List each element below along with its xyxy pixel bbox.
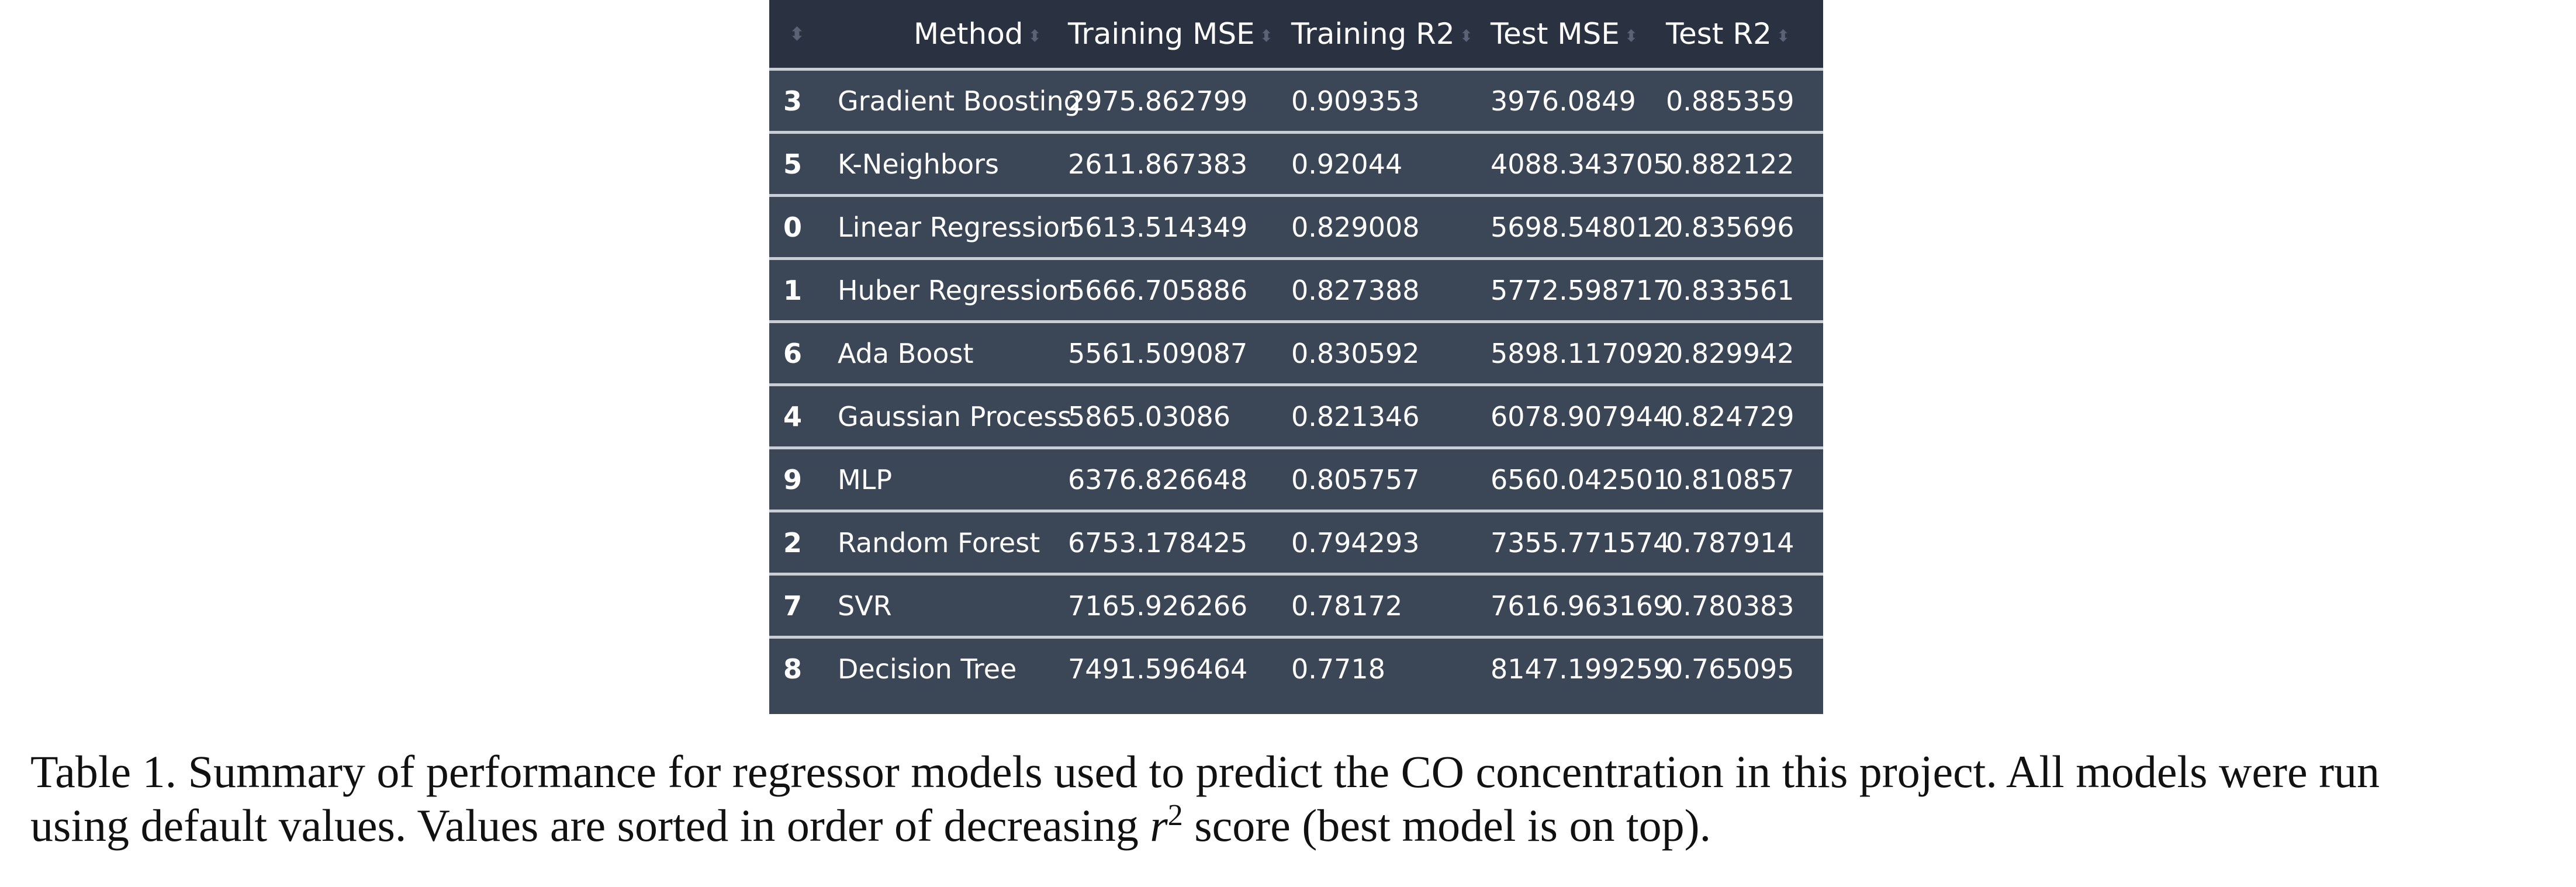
column-header-training-r2[interactable]: Training R2 ⬍ xyxy=(1291,17,1474,51)
table-row[interactable]: 0 Linear Regression 5613.514349 0.829008 569… xyxy=(769,197,1823,257)
cell-test-r2: 0.835696 xyxy=(1666,211,1794,243)
column-header-method[interactable]: Method ⬍ xyxy=(914,17,1042,51)
cell-train-r2: 0.821346 xyxy=(1291,400,1420,432)
table-row[interactable]: 1 Huber Regression 5666.705886 0.827388 5772… xyxy=(769,260,1823,320)
sort-icon: ⬍ xyxy=(1459,26,1474,46)
cell-train-mse: 5613.514349 xyxy=(1068,211,1248,243)
sort-icon: ⬍ xyxy=(1028,26,1042,46)
cell-train-mse: 6753.178425 xyxy=(1068,526,1248,559)
cell-idx: 5 xyxy=(783,148,803,180)
cell-train-mse: 7491.596464 xyxy=(1068,653,1248,685)
cell-test-r2: 0.833561 xyxy=(1666,274,1794,306)
cell-train-mse: 6376.826648 xyxy=(1068,463,1248,496)
cell-test-r2: 0.882122 xyxy=(1666,148,1794,180)
cell-method: Ada Boost xyxy=(838,337,974,369)
table-row[interactable]: 2 Random Forest 6753.178425 0.794293 7355.77… xyxy=(769,512,1823,573)
cell-test-r2: 0.885359 xyxy=(1666,85,1794,117)
cell-test-mse: 6560.042501 xyxy=(1491,463,1671,496)
cell-test-mse: 7616.963169 xyxy=(1491,590,1671,622)
cell-idx: 6 xyxy=(783,337,803,369)
row-divider xyxy=(769,446,1823,449)
cell-idx: 4 xyxy=(783,400,803,432)
cell-test-mse: 6078.907944 xyxy=(1491,400,1671,432)
cell-idx: 3 xyxy=(783,85,803,117)
column-header-test-mse[interactable]: Test MSE ⬍ xyxy=(1491,17,1638,51)
cell-test-mse: 5698.548012 xyxy=(1491,211,1671,243)
cell-test-mse: 7355.771574 xyxy=(1491,526,1671,559)
column-header-test-r2[interactable]: Test R2 ⬍ xyxy=(1666,17,1790,51)
cell-method: MLP xyxy=(838,463,893,496)
results-table: ⬍ Method ⬍ Training MSE ⬍ Training R2 ⬍ Tes… xyxy=(769,0,1823,714)
row-divider xyxy=(769,68,1823,71)
cell-train-mse: 5666.705886 xyxy=(1068,274,1248,306)
table-row[interactable]: 7 SVR 7165.926266 0.78172 7616.963169 0.78038… xyxy=(769,576,1823,636)
caption-line-2: using default values. Values are sorted … xyxy=(30,799,1711,851)
cell-train-r2: 0.7718 xyxy=(1291,653,1385,685)
row-divider xyxy=(769,636,1823,639)
cell-test-r2: 0.810857 xyxy=(1666,463,1794,496)
caption-line-1: Table 1. Summary of performance for regr… xyxy=(30,746,2380,797)
table-row[interactable]: 4 Gaussian Process 5865.03086 0.821346 6078.… xyxy=(769,386,1823,446)
cell-train-r2: 0.92044 xyxy=(1291,148,1403,180)
cell-method: Huber Regression xyxy=(838,274,1076,306)
math-variable: r xyxy=(1150,800,1168,851)
column-header-training-mse[interactable]: Training MSE ⬍ xyxy=(1068,17,1274,51)
cell-method: SVR xyxy=(838,590,892,622)
table-row[interactable]: 6 Ada Boost 5561.509087 0.830592 5898.117092… xyxy=(769,323,1823,383)
cell-test-r2: 0.824729 xyxy=(1666,400,1794,432)
cell-test-mse: 4088.343705 xyxy=(1491,148,1671,180)
cell-train-r2: 0.78172 xyxy=(1291,590,1403,622)
cell-test-r2: 0.829942 xyxy=(1666,337,1794,369)
table-row[interactable]: 5 K-Neighbors 2611.867383 0.92044 4088.34370… xyxy=(769,134,1823,194)
cell-train-r2: 0.830592 xyxy=(1291,337,1420,369)
cell-test-mse: 5898.117092 xyxy=(1491,337,1671,369)
cell-train-r2: 0.805757 xyxy=(1291,463,1420,496)
cell-method: Gradient Boosting xyxy=(838,85,1081,117)
cell-test-r2: 0.765095 xyxy=(1666,653,1794,685)
cell-train-mse: 7165.926266 xyxy=(1068,590,1248,622)
cell-idx: 9 xyxy=(783,463,803,496)
table-row[interactable]: 3 Gradient Boosting 2975.862799 0.909353 397… xyxy=(769,71,1823,131)
row-divider xyxy=(769,510,1823,512)
cell-test-mse: 3976.0849 xyxy=(1491,85,1636,117)
cell-train-mse: 5561.509087 xyxy=(1068,337,1248,369)
cell-method: Decision Tree xyxy=(838,653,1017,685)
row-divider xyxy=(769,573,1823,576)
cell-train-r2: 0.909353 xyxy=(1291,85,1420,117)
sort-icon: ⬍ xyxy=(1259,26,1274,46)
cell-train-mse: 2975.862799 xyxy=(1068,85,1248,117)
row-divider xyxy=(769,383,1823,386)
table-header: ⬍ Method ⬍ Training MSE ⬍ Training R2 ⬍ Tes… xyxy=(769,0,1823,68)
cell-method: K-Neighbors xyxy=(838,148,999,180)
table-row[interactable]: 9 MLP 6376.826648 0.805757 6560.042501 0.8108… xyxy=(769,449,1823,510)
cell-train-mse: 5865.03086 xyxy=(1068,400,1231,432)
row-divider xyxy=(769,131,1823,134)
cell-train-r2: 0.829008 xyxy=(1291,211,1420,243)
sort-icon: ⬍ xyxy=(1776,26,1790,46)
cell-method: Gaussian Process xyxy=(838,400,1072,432)
cell-test-r2: 0.787914 xyxy=(1666,526,1794,559)
cell-idx: 0 xyxy=(783,211,803,243)
cell-test-r2: 0.780383 xyxy=(1666,590,1794,622)
cell-train-r2: 0.827388 xyxy=(1291,274,1420,306)
table-row[interactable]: 8 Decision Tree 7491.596464 0.7718 8147.1992… xyxy=(769,639,1823,699)
cell-idx: 7 xyxy=(783,590,803,622)
row-divider xyxy=(769,194,1823,197)
cell-train-mse: 2611.867383 xyxy=(1068,148,1248,180)
cell-idx: 1 xyxy=(783,274,803,306)
cell-test-mse: 8147.199259 xyxy=(1491,653,1671,685)
cell-test-mse: 5772.598717 xyxy=(1491,274,1671,306)
sort-icon: ⬍ xyxy=(1624,26,1638,46)
math-superscript: 2 xyxy=(1167,799,1183,832)
cell-method: Random Forest xyxy=(838,526,1040,559)
row-divider xyxy=(769,320,1823,323)
table-caption: Table 1. Summary of performance for regr… xyxy=(30,745,2561,853)
cell-train-r2: 0.794293 xyxy=(1291,526,1420,559)
cell-method: Linear Regression xyxy=(838,211,1077,243)
row-divider xyxy=(769,257,1823,260)
cell-idx: 2 xyxy=(783,526,803,559)
cell-idx: 8 xyxy=(783,653,803,685)
sort-icon[interactable]: ⬍ xyxy=(789,23,805,45)
